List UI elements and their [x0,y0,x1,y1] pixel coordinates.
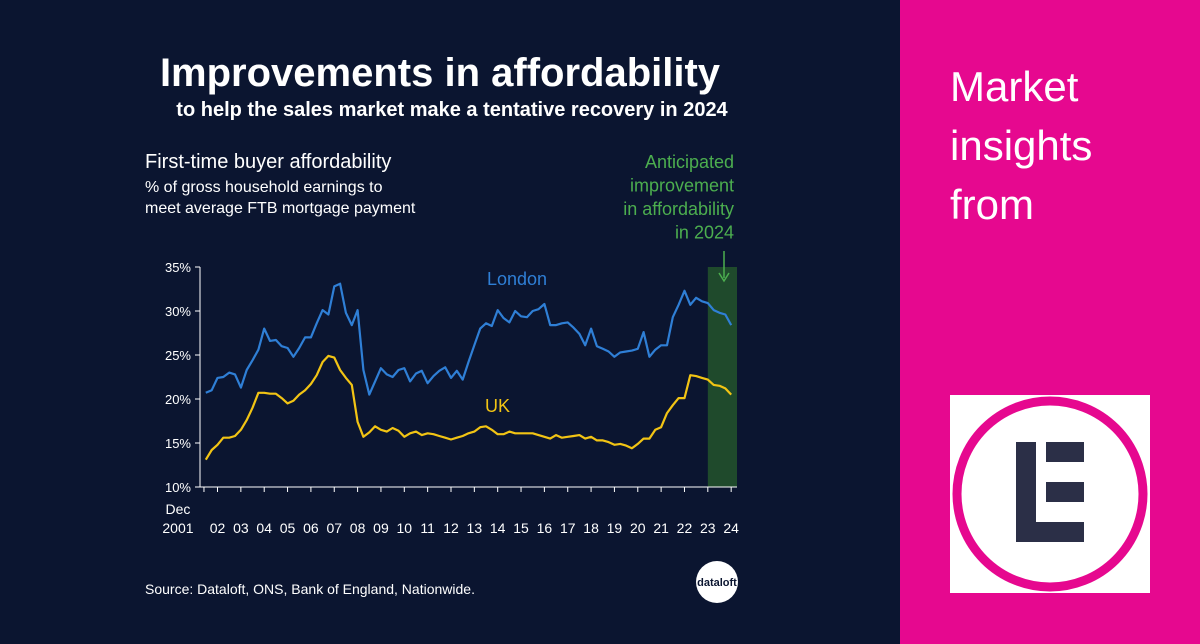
annotation: Anticipated [645,152,734,172]
y-tick-label: 35% [165,260,191,275]
x-tick-label: 17 [560,520,576,536]
logo-text: dataloft [697,577,737,589]
side-text: insights [950,122,1092,169]
x-tick-label: 06 [303,520,319,536]
annotation: in 2024 [675,223,734,243]
x-tick-label: 19 [607,520,623,536]
y-tick-label: 10% [165,480,191,495]
side-text: from [950,181,1034,228]
plot: Anticipated improvement in affordability in… [162,152,739,536]
highlight-band [707,267,737,487]
brand-logo-mark [1016,442,1084,542]
x-tick-label: 13 [467,520,483,536]
x-tick-label: 08 [350,520,366,536]
series-line [205,282,733,396]
x-tick-label: 05 [280,520,296,536]
x-tick-label: Dec 2001 [162,501,193,536]
annotation: improvement [630,176,734,196]
x-tick-label: 09 [373,520,389,536]
annotation: in affordability [623,199,734,219]
side-text: Market [950,63,1079,110]
x-tick-label: 14 [490,520,506,536]
main-panel [0,0,900,644]
x-tick-label: 20 [630,520,646,536]
chart-subtitle: meet average FTB mortgage payment [145,200,416,217]
x-tick-label: 22 [677,520,693,536]
x-tick-label: 04 [256,520,272,536]
x-tick-label: 16 [537,520,553,536]
x-tick-label: 12 [443,520,459,536]
annotation-arrowhead [718,272,730,283]
series-line [204,354,732,461]
series-label: London [487,269,547,289]
source: Source: Dataloft, ONS, Bank of England, … [145,581,475,597]
y-tick-label: 20% [165,392,191,407]
series-label: UK [485,396,510,416]
page-subtitle: to help the sales market make a tentativ… [176,99,728,121]
page-title: Improvements in affordability [160,51,721,95]
x-tick-label: 02 [210,520,226,536]
chart-subtitle: % of gross household earnings to [145,179,383,196]
y-tick-label: 30% [165,304,191,319]
brand-logo-ring [952,396,1148,592]
x-tick-label: 18 [583,520,599,536]
y-tick-label: 15% [165,436,191,451]
logo-badge [696,561,738,603]
chart-title: First-time buyer affordability [145,151,391,173]
x-tick-label: 15 [513,520,529,536]
x-tick-label: 24 [723,520,739,536]
x-tick-label: 03 [233,520,249,536]
x-tick-label: 07 [326,520,342,536]
y-tick-label: 25% [165,348,191,363]
x-tick-label: 10 [397,520,413,536]
x-tick-label: 11 [420,520,435,536]
x-tick-label: 21 [653,520,669,536]
x-tick-label: 23 [700,520,716,536]
